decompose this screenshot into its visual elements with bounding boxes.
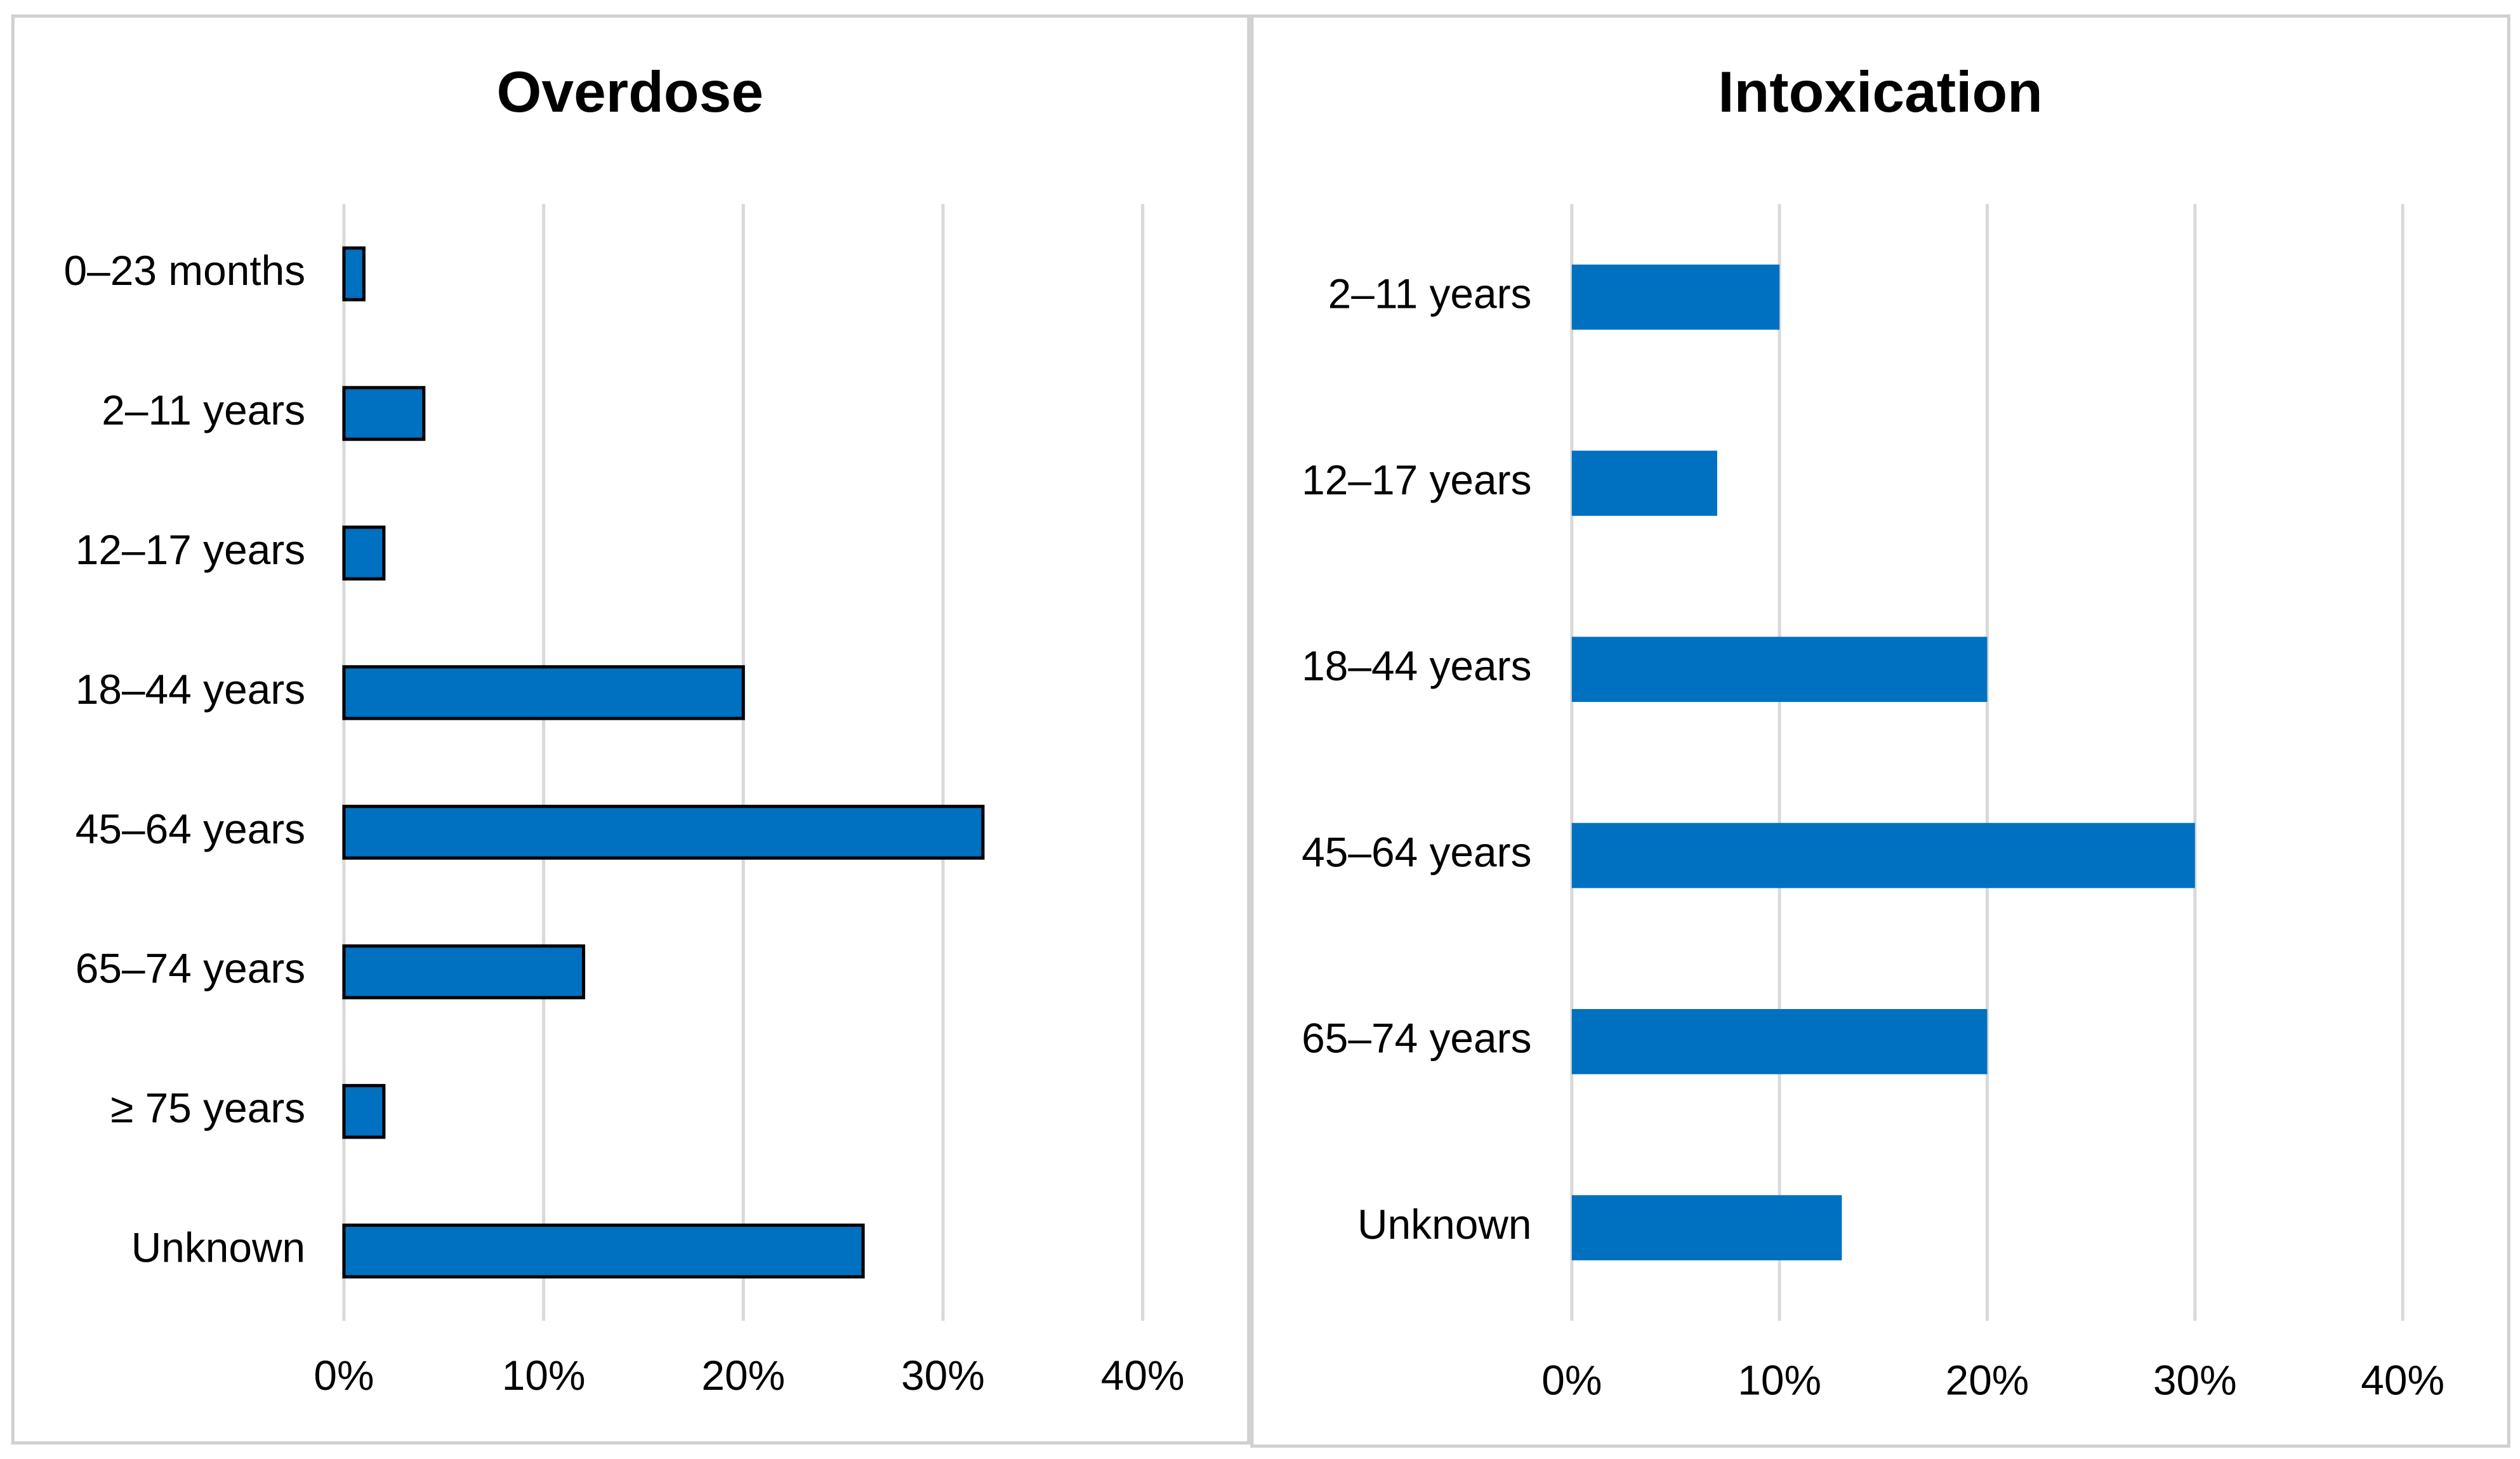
x-tick-label: 30% [2153, 1356, 2237, 1403]
x-tick-label: 20% [1946, 1356, 2029, 1403]
x-tick-label: 10% [1738, 1356, 1821, 1403]
bar [342, 944, 586, 1000]
y-tick-label: 65–74 years [76, 945, 305, 992]
x-tick-label: 10% [502, 1352, 586, 1399]
bar [342, 386, 426, 441]
y-tick-label: 65–74 years [1302, 1015, 1531, 1062]
bar [1571, 451, 1717, 516]
y-tick-label: 12–17 years [76, 526, 305, 573]
bar [1571, 1009, 1988, 1074]
bar [1571, 1195, 1842, 1260]
chart-title: Overdose [496, 60, 763, 124]
x-tick-label: 20% [701, 1352, 785, 1399]
panel-border [1250, 14, 2510, 1448]
y-tick-label: Unknown [1357, 1201, 1531, 1248]
bar [1571, 822, 2195, 888]
bar [342, 665, 745, 720]
y-tick-label: 2–11 years [102, 386, 305, 433]
y-tick-label: 18–44 years [76, 666, 305, 713]
y-tick-label: 18–44 years [1302, 642, 1531, 689]
bar [342, 1224, 865, 1279]
x-tick-label: 0% [313, 1352, 374, 1399]
x-tick-label: 40% [1101, 1352, 1185, 1399]
x-tick-label: 40% [2361, 1356, 2444, 1403]
y-tick-label: 12–17 years [1302, 456, 1531, 503]
y-tick-label: Unknown [131, 1224, 305, 1271]
y-tick-label: ≥ 75 years [110, 1085, 305, 1132]
bar [1571, 264, 1780, 330]
y-tick-label: 2–11 years [1328, 270, 1532, 317]
panel-border [11, 14, 1251, 1445]
chart-title: Intoxication [1718, 60, 2043, 124]
bar [342, 805, 985, 860]
x-tick-label: 30% [901, 1352, 985, 1399]
y-tick-label: 45–64 years [1302, 828, 1531, 875]
x-tick-label: 0% [1541, 1356, 1602, 1403]
bar [1571, 637, 1988, 703]
bar [342, 525, 386, 581]
y-tick-label: 0–23 months [64, 247, 306, 294]
y-tick-label: 45–64 years [76, 805, 305, 852]
bar [342, 1084, 386, 1139]
bar [342, 246, 366, 301]
